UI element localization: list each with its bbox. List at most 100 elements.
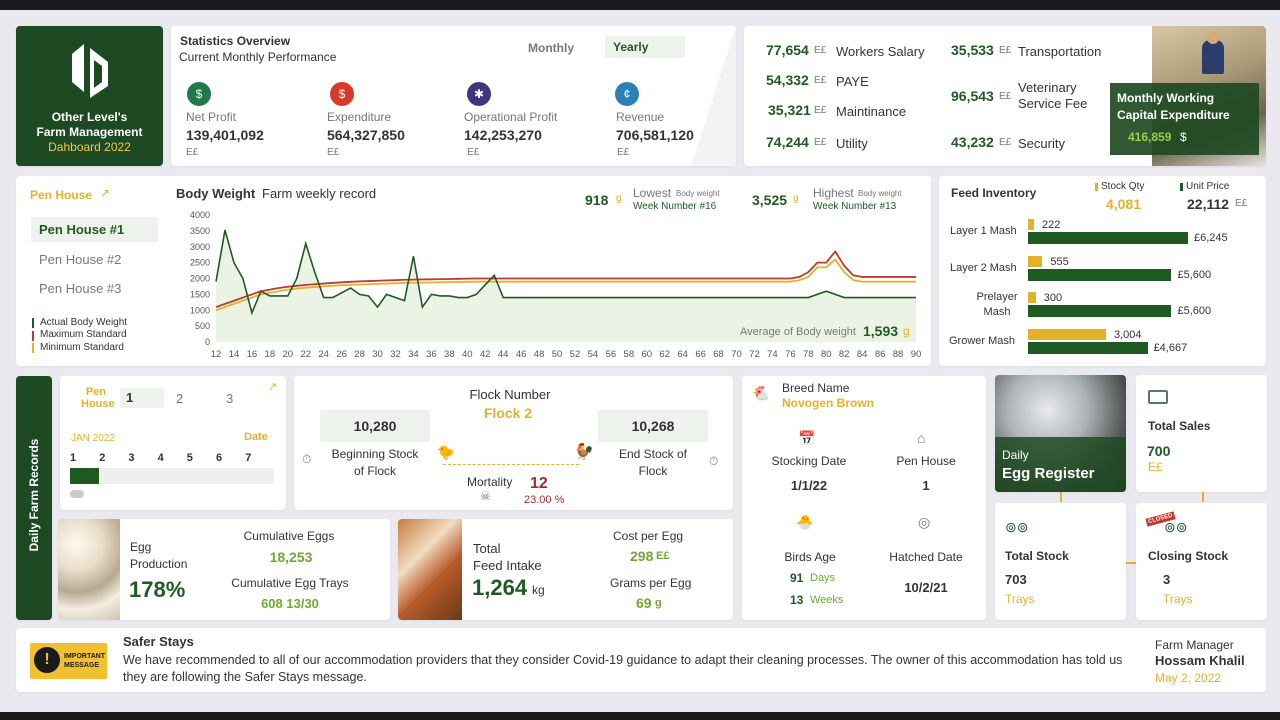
day-label[interactable]: 4: [157, 452, 164, 464]
utility-value: 74,244: [766, 134, 809, 150]
calendar-scrollbar[interactable]: [70, 490, 84, 498]
pen-tab-2[interactable]: 2: [176, 391, 184, 406]
stats-subtitle: Current Monthly Performance: [179, 50, 337, 64]
series-line-0: [215, 229, 916, 316]
egg-register-line1: Daily: [1002, 448, 1029, 462]
connector-vertical-1: [1060, 492, 1062, 502]
mortality-label: Mortality: [467, 475, 513, 489]
cash-register-icon: [1148, 390, 1168, 404]
x-tick-label: 82: [839, 349, 850, 360]
expenditure-unit: E£: [327, 147, 340, 158]
day-label[interactable]: 5: [186, 452, 193, 464]
series-line-1: [215, 249, 916, 308]
x-tick-label: 64: [677, 349, 688, 360]
age-weeks-unit: Weeks: [810, 594, 844, 606]
mwce-line2: Capital Expenditure: [1117, 108, 1230, 122]
day-progress-fill: [70, 468, 99, 484]
day-label[interactable]: 7: [245, 452, 252, 464]
pen-tab-3[interactable]: 3: [226, 391, 234, 406]
y-tick-label: 1000: [190, 305, 210, 315]
x-tick-label: 60: [641, 349, 652, 360]
day-progress-track: [70, 468, 274, 484]
days-row: 1 2 3 4 5 6 7: [70, 452, 276, 466]
y-tick-label: 2500: [190, 258, 210, 268]
end-stock-label: End Stock of Flock: [618, 447, 688, 478]
lowest-small: Body weight: [676, 189, 720, 198]
calendar-link-icon[interactable]: ↗: [268, 381, 278, 393]
pen-house-item-3[interactable]: Pen House #3: [39, 281, 122, 296]
feed-price-label: £4,667: [1153, 341, 1188, 354]
feed-qty-bar: [1028, 328, 1106, 340]
connector-horizontal: [1126, 562, 1136, 564]
x-tick-label: 84: [857, 349, 868, 360]
daily-side-label: Daily Farm Records: [27, 438, 41, 552]
pen-house-label: Pen House: [81, 386, 115, 410]
security-unit: E£: [999, 137, 1012, 148]
revenue-value: 706,581,120: [616, 127, 694, 143]
feed-price-bar: [1028, 341, 1148, 354]
x-tick-label: 54: [588, 349, 599, 360]
money-bag-icon: $: [330, 82, 354, 106]
mwce-value: 416,859: [1128, 130, 1172, 144]
logo-icon: [71, 44, 108, 98]
unit-price-swatch: [1180, 183, 1183, 191]
day-label[interactable]: 6: [216, 452, 223, 464]
x-tick-label: 56: [606, 349, 617, 360]
total-stock-value: 703: [1005, 572, 1027, 587]
pen-tab-1[interactable]: 1: [120, 388, 164, 408]
stock-qty-swatch: [1095, 183, 1098, 191]
cost-per-egg-label: Cost per Egg: [613, 529, 684, 543]
x-tick-label: 90: [911, 349, 921, 360]
net-profit-value: 139,401,092: [186, 127, 264, 143]
age-label: Birds Age: [784, 550, 836, 564]
feed-price-bar: [1028, 232, 1188, 244]
closing-stock-card: CLOSED ⊚⊚ Closing Stock 3 Trays: [1136, 503, 1267, 620]
x-tick-label: 26: [336, 349, 347, 360]
daily-side-tab: Daily Farm Records: [16, 376, 52, 620]
maintinance-label: Maintinance: [836, 104, 907, 119]
maintinance-unit: E£: [814, 105, 827, 116]
message-date: May 2, 2022: [1155, 671, 1222, 685]
feed-qty-bar: [1028, 255, 1043, 267]
x-tick-label: 76: [785, 349, 796, 360]
pen-house-item-1[interactable]: Pen House #1: [31, 217, 158, 242]
expenditure-label: Expenditure: [327, 110, 392, 124]
hatched-value: 10/2/21: [904, 580, 948, 595]
pen-house-item-2[interactable]: Pen House #2: [39, 252, 122, 267]
feed-qty-label: 555: [1050, 255, 1069, 268]
begin-stock-label: Beginning Stock of Flock: [331, 447, 419, 478]
x-tick-label: 34: [408, 349, 419, 360]
external-link-icon[interactable]: ↗: [100, 186, 111, 200]
day-label[interactable]: 2: [99, 452, 106, 464]
x-tick-label: 14: [229, 349, 240, 360]
paye-value: 54,332: [766, 72, 809, 88]
day-label[interactable]: 3: [128, 452, 135, 464]
x-tick-label: 18: [265, 349, 276, 360]
feed-qty-label: 300: [1043, 292, 1063, 304]
closing-stock-unit: Trays: [1163, 592, 1193, 606]
transportation-value: 35,533: [951, 42, 994, 58]
day-label[interactable]: 1: [70, 452, 77, 464]
hen-icon-right: 🐓: [574, 444, 594, 461]
tab-monthly[interactable]: Monthly: [528, 41, 574, 55]
x-tick-label: 70: [731, 349, 742, 360]
feed-qty-label: 3,004: [1114, 328, 1142, 341]
bottom-border: [0, 712, 1280, 720]
y-tick-label: 1500: [190, 289, 210, 299]
stats-title: Statistics Overview: [180, 34, 291, 48]
feed-qty-bar: [1028, 292, 1036, 303]
grams-per-egg-label: Grams per Egg: [610, 576, 692, 590]
actual-area: [216, 230, 916, 342]
x-tick-label: 30: [372, 349, 383, 360]
breed-card: 🐔 Breed Name Novogen Brown 📅 Stocking Da…: [742, 376, 986, 620]
breed-label: Breed Name: [782, 381, 850, 395]
message-title: Safer Stays: [123, 634, 194, 649]
legend-max-swatch: [32, 331, 34, 341]
end-stock-value: 10,268: [598, 410, 708, 442]
body-weight-chart: 0 500 1000 1500 2000 2500 3000 3500 4000 12 14 16 18…: [190, 210, 921, 360]
egg-register-card[interactable]: Daily Egg Register: [995, 375, 1126, 492]
lowest-unit: g: [616, 193, 622, 204]
stocking-label: Stocking Date: [771, 454, 847, 468]
statistics-card: Statistics Overview Current Monthly Perf…: [171, 26, 736, 166]
tab-yearly[interactable]: Yearly: [605, 36, 685, 58]
